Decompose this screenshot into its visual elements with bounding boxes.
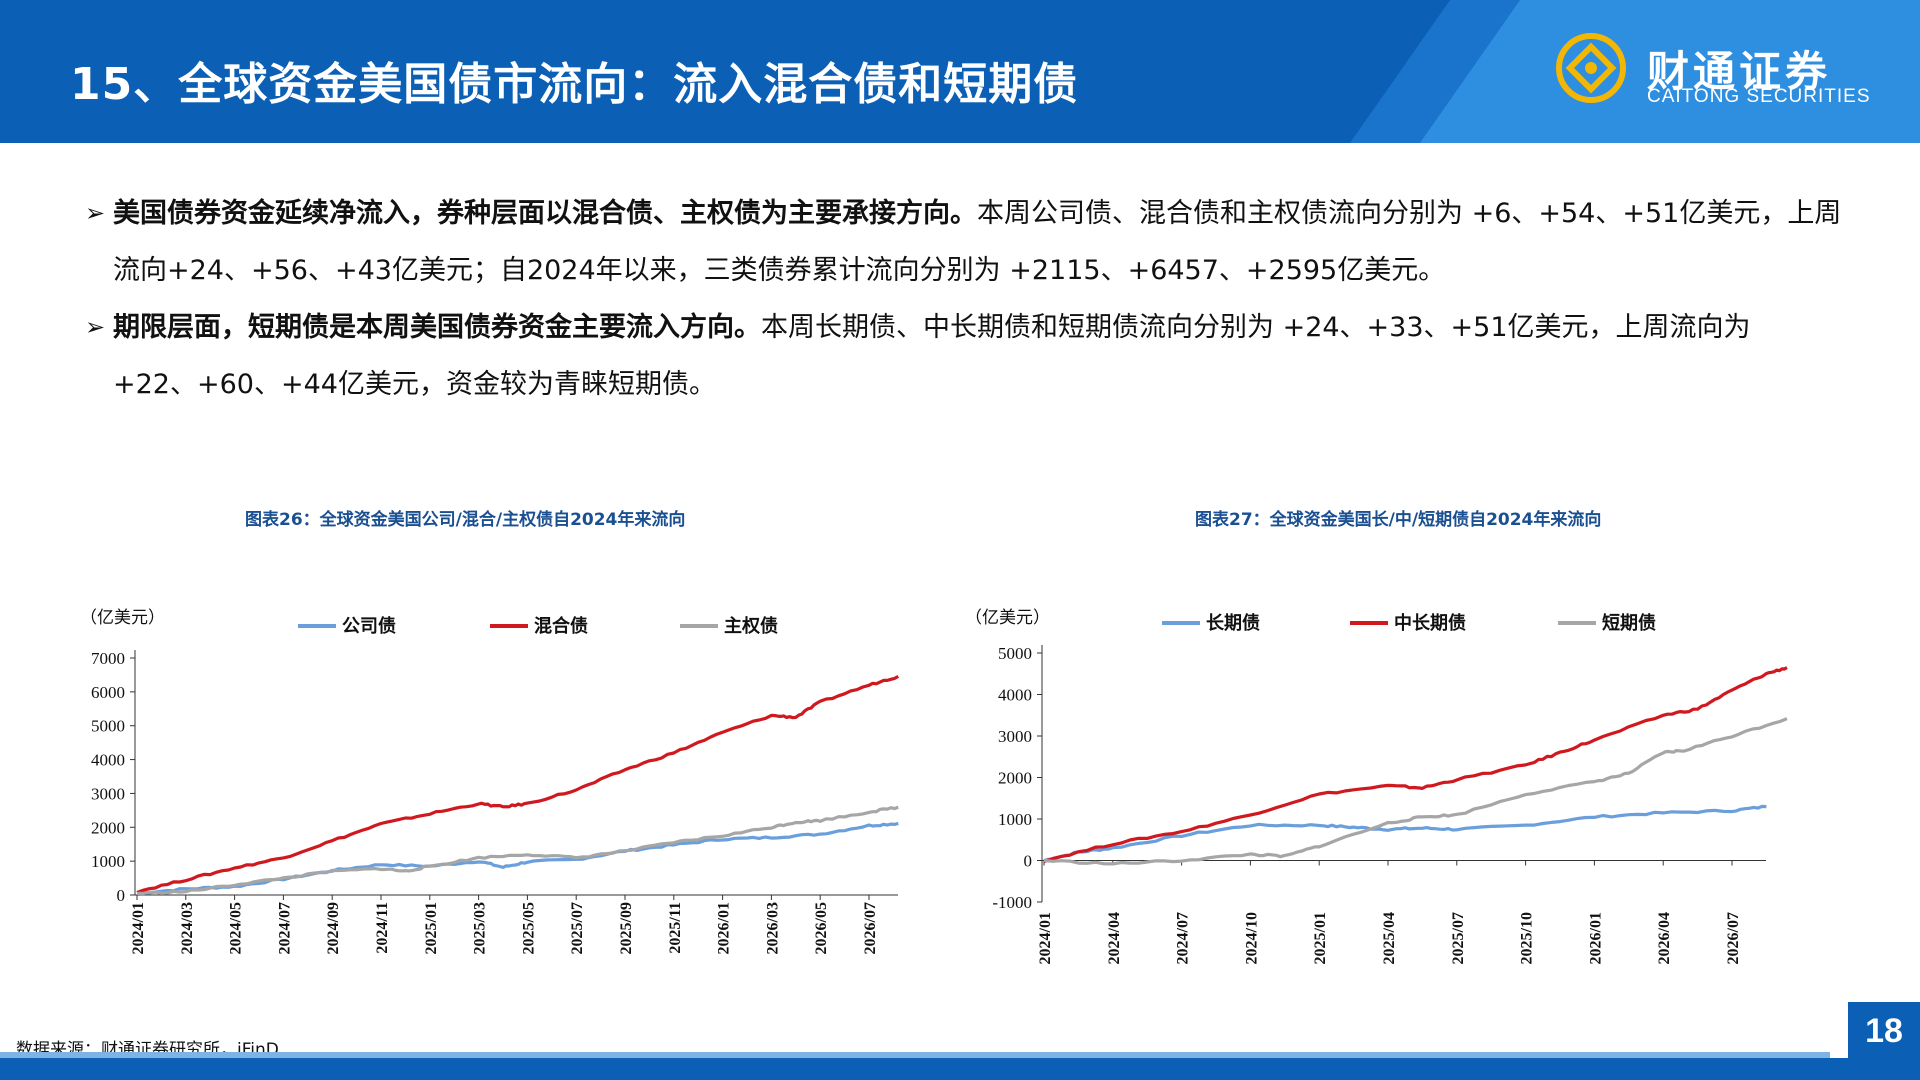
x-tick-label: 2026/04 <box>1656 912 1673 964</box>
logo-text-cn: 财通证券 <box>1647 47 1832 96</box>
x-tick-label: 2025/07 <box>569 902 586 954</box>
footer-bar <box>0 1058 1920 1080</box>
y-tick-label: 1000 <box>998 810 1032 829</box>
bullet-arrow-icon: ➢ <box>85 313 106 341</box>
y-tick-label: 5000 <box>91 717 125 736</box>
bullet-body-text: 本周长期债、中长期债和短期债流向分别为 +24、+33、+51亿美元，上周流向为… <box>113 312 1751 400</box>
y-tick-label: 5000 <box>998 644 1032 663</box>
x-tick-label: 2024/10 <box>1243 912 1260 964</box>
x-tick-label: 2024/01 <box>1037 912 1054 964</box>
series-line-短期债 <box>1043 717 1788 866</box>
x-tick-label: 2026/07 <box>1725 912 1742 964</box>
y-tick-label: 3000 <box>998 727 1032 746</box>
bullet-arrow-icon: ➢ <box>85 199 106 227</box>
x-tick-label: 2025/10 <box>1519 912 1536 964</box>
y-tick-label: 4000 <box>91 751 125 770</box>
y-tick-label: 0 <box>117 886 126 905</box>
y-tick-label: 4000 <box>998 686 1032 705</box>
y-tick-label: 1000 <box>91 852 125 871</box>
x-tick-label: 2024/05 <box>228 902 245 954</box>
footer-accent <box>0 1052 1830 1058</box>
x-tick-label: 2025/04 <box>1381 912 1398 964</box>
legend-label: 中长期债 <box>1394 612 1466 633</box>
series-line-主权债 <box>136 805 899 896</box>
x-tick-label: 2025/03 <box>472 902 489 954</box>
x-tick-label: 2024/09 <box>325 902 342 954</box>
x-tick-label: 2026/07 <box>862 902 879 954</box>
company-logo: 财通证券 CAITONG SECURITIES <box>1555 28 1895 118</box>
bullet-point: ➢ 美国债券资金延续净流入，券种层面以混合债、主权债为主要承接方向。本周公司债、… <box>85 185 1865 299</box>
x-tick-label: 2026/01 <box>716 902 733 954</box>
bullet-point: ➢ 期限层面，短期债是本周美国债券资金主要流入方向。本周长期债、中长期债和短期债… <box>85 299 1865 413</box>
x-tick-label: 2024/07 <box>1175 912 1192 964</box>
x-tick-label: 2025/11 <box>667 902 684 954</box>
series-line-中长期债 <box>1043 666 1788 864</box>
y-tick-label: 2000 <box>998 769 1032 788</box>
y-tick-label: 3000 <box>91 784 125 803</box>
x-tick-label: 2024/01 <box>130 902 147 954</box>
y-axis-unit-label: （亿美元） <box>965 608 1050 627</box>
x-tick-label: 2026/03 <box>764 902 781 954</box>
y-axis-unit-label: （亿美元） <box>80 608 165 627</box>
x-tick-label: 2025/07 <box>1450 912 1467 964</box>
x-tick-label: 2025/01 <box>423 902 440 954</box>
legend-label: 混合债 <box>534 615 588 636</box>
x-tick-label: 2025/09 <box>618 902 635 954</box>
bullet-strong-text: 期限层面，短期债是本周美国债券资金主要流入方向。 <box>113 312 761 343</box>
y-tick-label: 2000 <box>91 818 125 837</box>
header-bar: 15、全球资金美国债市流向：流入混合债和短期债 财通证券 CAITONG SEC… <box>0 0 1920 143</box>
legend-label: 主权债 <box>724 615 778 636</box>
y-tick-label: 6000 <box>91 683 125 702</box>
page-number: 18 <box>1848 1002 1920 1060</box>
chart-title-right: 图表27：全球资金美国长/中/短期债自2024年来流向 <box>1195 510 1602 530</box>
x-tick-label: 2026/05 <box>813 902 830 954</box>
legend-label: 短期债 <box>1602 612 1656 633</box>
page-title: 15、全球资金美国债市流向：流入混合债和短期债 <box>70 59 1079 110</box>
logo-text-en: CAITONG SECURITIES <box>1647 86 1871 107</box>
series-line-混合债 <box>136 674 900 895</box>
chart-left: （亿美元） 公司债 混合债 主权债 0 1000 2000 3000 4000 5000 6000 7… <box>80 608 900 954</box>
series-line-长期债 <box>1043 804 1767 863</box>
logo-mark-icon <box>1556 33 1626 103</box>
x-tick-label: 2024/11 <box>374 902 391 954</box>
chart-title-left: 图表26：全球资金美国公司/混合/主权债自2024年来流向 <box>245 510 686 530</box>
y-tick-label: 7000 <box>91 649 125 668</box>
x-tick-label: 2025/01 <box>1312 912 1329 964</box>
x-tick-label: 2024/03 <box>179 902 196 954</box>
x-tick-label: 2026/01 <box>1587 912 1604 964</box>
x-tick-label: 2024/07 <box>276 902 293 954</box>
legend-label: 公司债 <box>342 615 396 636</box>
bullet-strong-text: 美国债券资金延续净流入，券种层面以混合债、主权债为主要承接方向。 <box>113 198 977 229</box>
x-tick-label: 2025/05 <box>520 902 537 954</box>
x-tick-label: 2024/04 <box>1106 912 1123 964</box>
y-tick-label: -1000 <box>992 893 1032 912</box>
summary-bullets: ➢ 美国债券资金延续净流入，券种层面以混合债、主权债为主要承接方向。本周公司债、… <box>85 185 1865 413</box>
chart-right: （亿美元） 长期债 中长期债 短期债 -1000 0 1000 2000 3000 4000 500… <box>965 608 1788 964</box>
legend-label: 长期债 <box>1206 612 1260 633</box>
y-tick-label: 0 <box>1024 852 1033 871</box>
bullet-body-text: 本周公司债、混合债和主权债流向分别为 +6、+54、+51亿美元，上周流向+24… <box>113 198 1842 286</box>
